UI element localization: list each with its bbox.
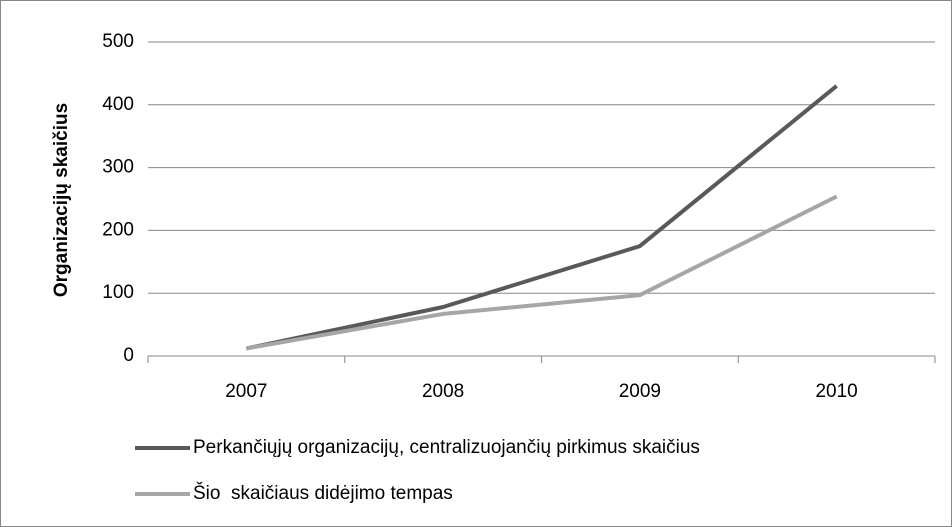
y-axis-label: Organizacijų skaičius [51, 103, 72, 297]
x-tick-label: 2010 [815, 381, 857, 402]
y-tick-label: 400 [102, 94, 134, 115]
y-tick-label: 500 [102, 31, 134, 52]
y-tick-label: 100 [102, 282, 134, 303]
x-tick-label: 2009 [619, 381, 661, 402]
x-tick-label: 2007 [225, 381, 267, 402]
y-tick-label: 0 [123, 345, 134, 366]
series-line [245, 84, 838, 351]
legend-label: Šio skaičiaus didėjimo tempas [193, 482, 453, 504]
legend-label: Perkančiųjų organizacijų, centralizuojan… [193, 437, 700, 458]
series-line [246, 194, 838, 351]
x-tick-label: 2008 [422, 381, 464, 402]
y-tick-label: 300 [102, 157, 134, 178]
y-tick-label: 200 [102, 219, 134, 240]
